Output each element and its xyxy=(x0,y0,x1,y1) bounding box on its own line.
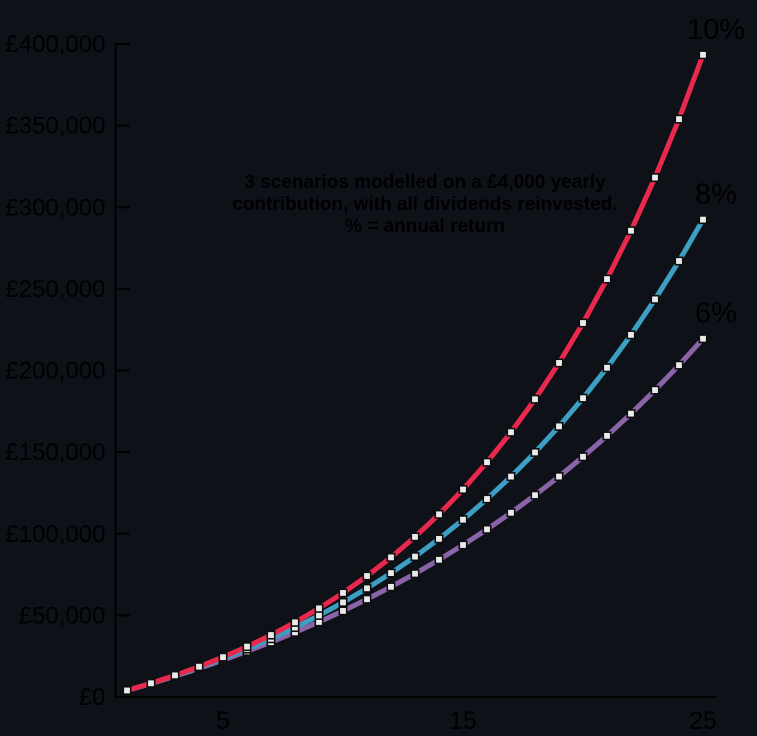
series-marker-6pct xyxy=(578,452,588,462)
series-marker-10pct xyxy=(626,226,636,236)
series-marker-10pct xyxy=(194,662,204,672)
series-marker-10pct xyxy=(434,509,444,519)
series-marker-10pct xyxy=(170,670,180,680)
series-marker-10pct xyxy=(674,114,684,124)
series-marker-8pct xyxy=(530,447,540,457)
series-marker-8pct xyxy=(602,363,612,373)
series-marker-6pct xyxy=(458,540,468,550)
series-marker-10pct xyxy=(122,685,132,695)
series-marker-10pct xyxy=(386,552,396,562)
series-marker-8pct xyxy=(338,597,348,607)
series-marker-10pct xyxy=(410,532,420,542)
series-marker-10pct xyxy=(578,318,588,328)
series-marker-10pct xyxy=(314,603,324,613)
y-tick-label: £350,000 xyxy=(5,113,105,140)
series-marker-6pct xyxy=(698,334,708,344)
series-marker-10pct xyxy=(266,630,276,640)
series-marker-8pct xyxy=(458,515,468,525)
series-marker-6pct xyxy=(602,431,612,441)
series-label-10pct: 10% xyxy=(687,14,745,46)
series-marker-10pct xyxy=(242,642,252,652)
series-marker-10pct xyxy=(554,358,564,368)
series-marker-6pct xyxy=(410,569,420,579)
series-marker-8pct xyxy=(386,568,396,578)
series-marker-6pct xyxy=(554,472,564,482)
series-line-6pct xyxy=(126,337,705,693)
series-marker-8pct xyxy=(482,494,492,504)
series-marker-8pct xyxy=(650,294,660,304)
series-marker-6pct xyxy=(674,360,684,370)
series-marker-6pct xyxy=(506,508,516,518)
x-tick-label: 25 xyxy=(689,707,717,735)
series-marker-8pct xyxy=(554,421,564,431)
series-marker-8pct xyxy=(362,583,372,593)
series-marker-10pct xyxy=(362,571,372,581)
series-marker-6pct xyxy=(482,524,492,534)
series-marker-6pct xyxy=(362,594,372,604)
series-marker-10pct xyxy=(530,394,540,404)
y-tick-label: £50,000 xyxy=(19,602,106,629)
series-marker-8pct xyxy=(626,330,636,340)
series-marker-6pct xyxy=(626,409,636,419)
series-marker-10pct xyxy=(146,678,156,688)
y-tick-label: £250,000 xyxy=(5,276,105,303)
series-marker-8pct xyxy=(578,393,588,403)
y-tick-label: £100,000 xyxy=(5,521,105,548)
series-marker-10pct xyxy=(482,457,492,467)
series-marker-8pct xyxy=(674,256,684,266)
series-marker-6pct xyxy=(386,582,396,592)
y-tick-label: £300,000 xyxy=(5,194,105,221)
series-marker-8pct xyxy=(434,534,444,544)
series-line-10pct xyxy=(126,53,706,693)
y-tick-label: £150,000 xyxy=(5,439,105,466)
series-marker-6pct xyxy=(530,490,540,500)
series-marker-6pct xyxy=(650,385,660,395)
series-marker-8pct xyxy=(698,215,708,225)
series-line-8pct xyxy=(126,218,706,693)
x-tick-label: 5 xyxy=(216,707,230,735)
series-marker-10pct xyxy=(290,617,300,627)
series-marker-10pct xyxy=(650,173,660,183)
series-marker-10pct xyxy=(602,274,612,284)
x-tick-label: 15 xyxy=(449,707,477,735)
y-tick-label: £200,000 xyxy=(5,358,105,385)
series-marker-10pct xyxy=(506,427,516,437)
series-label-6pct: 6% xyxy=(695,298,737,330)
series-marker-8pct xyxy=(410,552,420,562)
series-marker-8pct xyxy=(314,610,324,620)
series-marker-6pct xyxy=(434,555,444,565)
series-marker-8pct xyxy=(506,472,516,482)
series-label-8pct: 8% xyxy=(695,179,737,211)
series-marker-10pct xyxy=(338,588,348,598)
series-marker-10pct xyxy=(698,50,708,60)
series-marker-10pct xyxy=(458,485,468,495)
series-marker-10pct xyxy=(218,652,228,662)
y-tick-label: £0 xyxy=(79,684,106,711)
series-marker-6pct xyxy=(338,606,348,616)
y-tick-label: £400,000 xyxy=(5,31,105,58)
